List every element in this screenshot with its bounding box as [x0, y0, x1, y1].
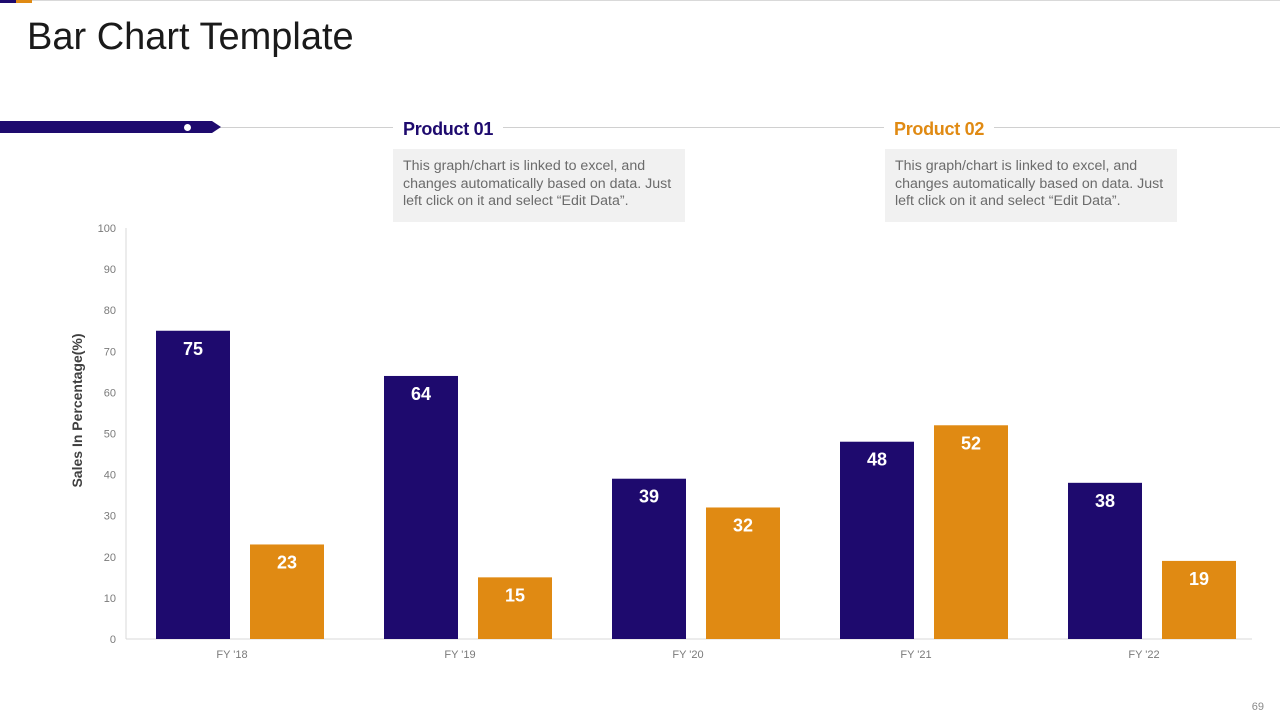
y-tick-label: 60 [104, 387, 116, 399]
header-accent-bar [0, 121, 212, 133]
bar-product-2[interactable] [250, 544, 324, 639]
y-tick-label: 30 [104, 511, 116, 523]
legend-product-2: Product 02 [884, 119, 995, 140]
y-tick-label: 90 [104, 264, 116, 276]
header-accent-dot [183, 123, 192, 132]
bar-product-1[interactable] [384, 375, 458, 639]
y-axis-title: Sales In Percentage(%) [69, 333, 85, 487]
legend-product-1: Product 01 [393, 119, 504, 140]
x-tick-label: FY '22 [1128, 649, 1159, 661]
bar-product-2[interactable] [1162, 560, 1236, 639]
note-product-1: This graph/chart is linked to excel, and… [393, 149, 685, 222]
bar-product-1[interactable] [156, 330, 230, 639]
y-tick-label: 20 [104, 552, 116, 564]
page-title: Bar Chart Template [27, 16, 354, 58]
top-border-line [0, 0, 1280, 1]
header-divider-line [190, 127, 1280, 128]
y-tick-label: 10 [104, 593, 116, 605]
bar-value-label: 32 [733, 515, 753, 535]
x-tick-label: FY '19 [444, 649, 475, 661]
bar-value-label: 75 [183, 339, 203, 359]
bar-value-label: 39 [639, 487, 659, 507]
bar-product-1[interactable] [1068, 482, 1142, 639]
bar-value-label: 38 [1095, 491, 1115, 511]
y-tick-label: 0 [110, 634, 116, 646]
bar-product-1[interactable] [612, 478, 686, 639]
y-tick-label: 40 [104, 470, 116, 482]
page-number: 69 [1251, 701, 1264, 713]
x-tick-label: FY '18 [216, 649, 247, 661]
bar-value-label: 52 [961, 433, 981, 453]
bar-value-label: 23 [277, 552, 297, 572]
corner-accent-orange [16, 0, 32, 3]
y-tick-label: 100 [98, 223, 116, 235]
note-product-2: This graph/chart is linked to excel, and… [885, 149, 1177, 222]
y-tick-label: 50 [104, 429, 116, 441]
bar-value-label: 15 [505, 585, 525, 605]
x-tick-label: FY '20 [672, 649, 703, 661]
y-tick-label: 80 [104, 305, 116, 317]
bar-product-2[interactable] [934, 425, 1008, 639]
bar-product-2[interactable] [706, 507, 780, 639]
bar-value-label: 48 [867, 450, 887, 470]
bar-product-2[interactable] [478, 577, 552, 639]
bar-value-label: 64 [411, 384, 431, 404]
bar-product-1[interactable] [840, 441, 914, 639]
y-tick-label: 70 [104, 346, 116, 358]
bar-value-label: 19 [1189, 569, 1209, 589]
header-accent-arrow [212, 121, 221, 133]
x-tick-label: FY '21 [900, 649, 931, 661]
corner-accent-purple [0, 0, 16, 3]
